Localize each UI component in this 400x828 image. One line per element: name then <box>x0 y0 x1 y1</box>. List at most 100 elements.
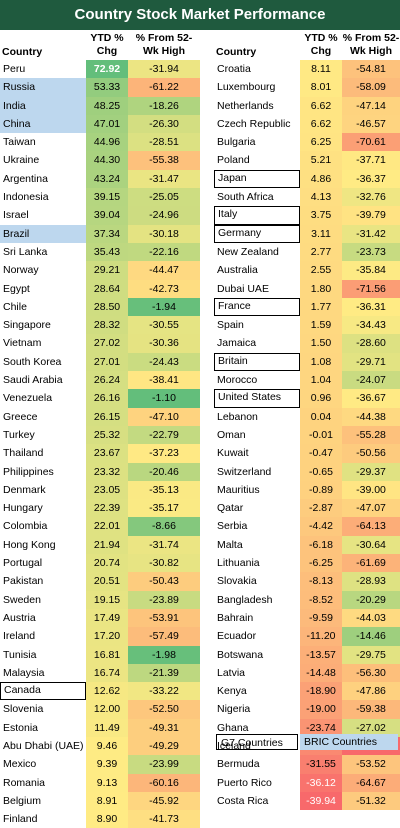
country-name: Croatia <box>217 63 251 75</box>
country-name: Iceland <box>217 739 251 752</box>
ytd-change-value: 44.30 <box>86 151 128 170</box>
ytd-change-value: 1.77 <box>300 297 342 317</box>
table-row: Denmark 23.05 -35.13 <box>0 480 200 500</box>
pct-from-high-value: -22.79 <box>128 425 200 445</box>
ytd-change-value: 3.11 <box>300 224 342 243</box>
pct-from-high-value: -20.46 <box>128 462 200 481</box>
country-name: Bangladesh <box>217 593 273 606</box>
table-row: Argentina 43.24 -31.47 <box>0 169 200 189</box>
table-row: Czech Republic 6.62 -46.57 <box>214 114 400 134</box>
country-name: Nigeria <box>217 703 251 716</box>
pct-from-high-value: -30.64 <box>342 535 400 555</box>
table-row: Ukraine 44.30 -55.38 <box>0 151 200 170</box>
country-name: United States <box>214 389 300 408</box>
ytd-change-value: 23.67 <box>86 444 128 463</box>
ytd-change-value: 27.01 <box>86 352 128 372</box>
ytd-change-value: -4.42 <box>300 517 342 536</box>
legend-bric: BRIC Countries <box>300 734 398 750</box>
ytd-change-value: 0.96 <box>300 389 342 408</box>
country-name: Singapore <box>3 319 51 332</box>
pct-from-high-value: -50.43 <box>128 572 200 591</box>
pct-from-high-value: -18.26 <box>128 96 200 115</box>
country-name: Britain <box>214 352 300 372</box>
pct-from-high-value: -30.55 <box>128 316 200 335</box>
table-row: Belgium 8.91 -45.92 <box>0 791 200 811</box>
table-row: Slovenia 12.00 -52.50 <box>0 700 200 719</box>
legend-g7: G7 Countries <box>216 734 298 750</box>
table-row: Peru 72.92 -31.94 <box>0 60 200 79</box>
pct-from-high-value: -27.02 <box>342 718 400 737</box>
country-name: Egypt <box>3 282 30 295</box>
ytd-change-value: 28.64 <box>86 279 128 298</box>
pct-from-high-value: -44.38 <box>342 407 400 426</box>
country-name: Dubai UAE <box>217 282 269 295</box>
ytd-change-value: 23.05 <box>86 480 128 500</box>
pct-from-high-value: -37.23 <box>128 444 200 463</box>
ytd-change-value: -36.12 <box>300 773 342 792</box>
pct-from-high-value: -52.50 <box>128 700 200 719</box>
ytd-change-value: 5.21 <box>300 151 342 170</box>
pct-from-high-value: -26.30 <box>128 114 200 134</box>
ytd-change-value: -8.52 <box>300 590 342 609</box>
country-name: Sri Lanka <box>3 245 48 258</box>
pct-from-high-value: -1.10 <box>128 389 200 408</box>
country-name: Japan <box>214 169 300 189</box>
pct-from-high-value: -51.32 <box>342 791 400 811</box>
ytd-change-value: 21.94 <box>86 535 128 555</box>
country-name: India <box>0 96 86 115</box>
ytd-change-value: 19.15 <box>86 590 128 609</box>
country-name: Argentina <box>3 172 48 185</box>
pct-from-high-value: -70.61 <box>342 133 400 152</box>
table-row: Russia 53.33 -61.22 <box>0 78 200 97</box>
country-name: China <box>0 114 86 134</box>
country-name: South Korea <box>3 355 62 368</box>
pct-from-high-value: -28.60 <box>342 334 400 353</box>
country-name: Philippines <box>3 465 54 478</box>
ytd-change-value: 9.13 <box>86 773 128 792</box>
ytd-change-value: 22.39 <box>86 499 128 518</box>
country-name: Luxembourg <box>217 81 276 94</box>
pct-from-high-value: -33.22 <box>128 682 200 701</box>
country-name: Ireland <box>3 630 36 643</box>
ytd-change-value: 35.43 <box>86 242 128 262</box>
pct-from-high-value: -28.93 <box>342 572 400 591</box>
country-name: Costa Rica <box>217 794 269 807</box>
ytd-change-value: -9.59 <box>300 608 342 628</box>
country-name: Vietnam <box>3 337 42 350</box>
ytd-change-value: -0.01 <box>300 425 342 445</box>
table-row: Hong Kong 21.94 -31.74 <box>0 535 200 555</box>
ytd-change-value: 2.55 <box>300 261 342 280</box>
pct-from-high-value: -47.86 <box>342 682 400 701</box>
table-row: China 47.01 -26.30 <box>0 114 200 134</box>
column-header-pct-from-high: % From 52- Wk High <box>342 32 400 57</box>
pct-from-high-value: -53.52 <box>342 755 400 774</box>
column-header-pct-from-high: % From 52- Wk High <box>135 32 193 57</box>
pct-from-high-value: -31.94 <box>128 60 200 79</box>
table-row: Lithuania -6.25 -61.69 <box>214 554 400 573</box>
table-row: South Korea 27.01 -24.43 <box>0 352 200 372</box>
table-row: Colombia 22.01 -8.66 <box>0 517 200 536</box>
pct-from-high-value: -56.30 <box>342 663 400 683</box>
table-row: Canada 12.62 -33.22 <box>0 682 200 701</box>
table-row: Italy 3.75 -39.79 <box>214 206 400 225</box>
table-row: Japan 4.86 -36.37 <box>214 169 400 189</box>
ytd-change-value: -6.18 <box>300 535 342 555</box>
table-row: Turkey 25.32 -22.79 <box>0 425 200 445</box>
table-row: Jamaica 1.50 -28.60 <box>214 334 400 353</box>
ytd-change-value: 26.15 <box>86 407 128 426</box>
country-name: Estonia <box>3 721 39 734</box>
pct-from-high-value: -46.57 <box>342 114 400 134</box>
table-row: Netherlands 6.62 -47.14 <box>214 96 400 115</box>
pct-from-high-value: -58.09 <box>342 78 400 97</box>
pct-from-high-value: -31.47 <box>128 169 200 189</box>
country-name: Thailand <box>3 447 44 460</box>
ytd-change-value: -13.57 <box>300 645 342 664</box>
pct-from-high-value: -31.74 <box>128 535 200 555</box>
table-row: Mauritius -0.89 -39.00 <box>214 480 400 500</box>
country-name: Puerto Rico <box>217 776 272 789</box>
country-name: Poland <box>217 154 250 167</box>
ytd-change-value: 12.62 <box>86 682 128 701</box>
country-name: Switzerland <box>217 465 272 478</box>
pct-from-high-value: -38.41 <box>128 371 200 390</box>
pct-from-high-value: -61.69 <box>342 554 400 573</box>
